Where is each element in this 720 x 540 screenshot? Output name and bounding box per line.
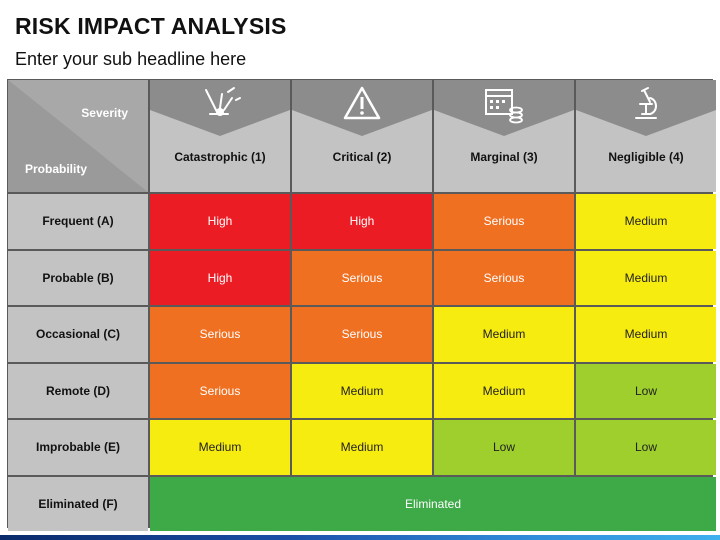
column-header-catastrophic: Catastrophic (1): [150, 80, 290, 192]
row-header-frequent: Frequent (A): [8, 194, 148, 249]
page-title: RISK IMPACT ANALYSIS: [15, 13, 287, 39]
risk-cell-b4: Medium: [576, 250, 716, 305]
risk-cell-b1: High: [150, 250, 290, 305]
risk-cell-d2: Medium: [292, 363, 432, 418]
probability-axis-label: Probability: [25, 162, 88, 176]
column-header-critical: Critical (2): [292, 80, 432, 192]
risk-cell-b2: Serious: [292, 250, 432, 305]
microscope-icon: [635, 87, 657, 119]
page-subtitle: Enter your sub headline here: [15, 49, 247, 69]
risk-cell-a3: Serious: [434, 194, 574, 249]
risk-matrix: Severity Probability Catastrophic (1) Cr…: [7, 79, 716, 531]
risk-cell-a4: Medium: [576, 194, 716, 249]
row-header-eliminated: Eliminated (F): [8, 476, 148, 531]
column-label: Marginal (3): [470, 150, 538, 164]
calendar-coins-icon: [485, 89, 523, 124]
column-header-negligible: Negligible (4): [576, 80, 716, 192]
risk-cell-d4: Low: [576, 363, 716, 418]
column-header-marginal: Marginal (3): [434, 80, 574, 192]
row-header-remote: Remote (D): [8, 363, 148, 418]
footer-gradient-bar: [0, 535, 720, 540]
risk-cell-eliminated: Eliminated: [150, 476, 716, 531]
risk-cell-c2: Serious: [292, 307, 432, 362]
risk-cell-b3: Serious: [434, 250, 574, 305]
risk-cell-c4: Medium: [576, 307, 716, 362]
column-label: Catastrophic (1): [174, 150, 266, 164]
corner-diagonal-shading: [8, 80, 148, 192]
risk-cell-e1: Medium: [150, 420, 290, 475]
risk-cell-c1: Serious: [150, 307, 290, 362]
column-label: Negligible (4): [608, 150, 684, 164]
matrix-corner: Severity Probability: [8, 80, 148, 192]
severity-axis-label: Severity: [81, 106, 128, 120]
header-chevron-band: [434, 80, 574, 136]
row-header-probable: Probable (B): [8, 250, 148, 305]
row-header-improbable: Improbable (E): [8, 420, 148, 475]
risk-cell-e3: Low: [434, 420, 574, 475]
warning-triangle-icon: [343, 86, 381, 120]
risk-cell-e4: Low: [576, 420, 716, 475]
column-label: Critical (2): [332, 150, 392, 164]
risk-cell-e2: Medium: [292, 420, 432, 475]
risk-cell-d1: Serious: [150, 363, 290, 418]
risk-cell-a1: High: [150, 194, 290, 249]
risk-cell-a2: High: [292, 194, 432, 249]
row-header-occasional: Occasional (C): [8, 307, 148, 362]
explosion-icon: [205, 87, 241, 116]
risk-cell-d3: Medium: [434, 363, 574, 418]
risk-cell-c3: Medium: [434, 307, 574, 362]
